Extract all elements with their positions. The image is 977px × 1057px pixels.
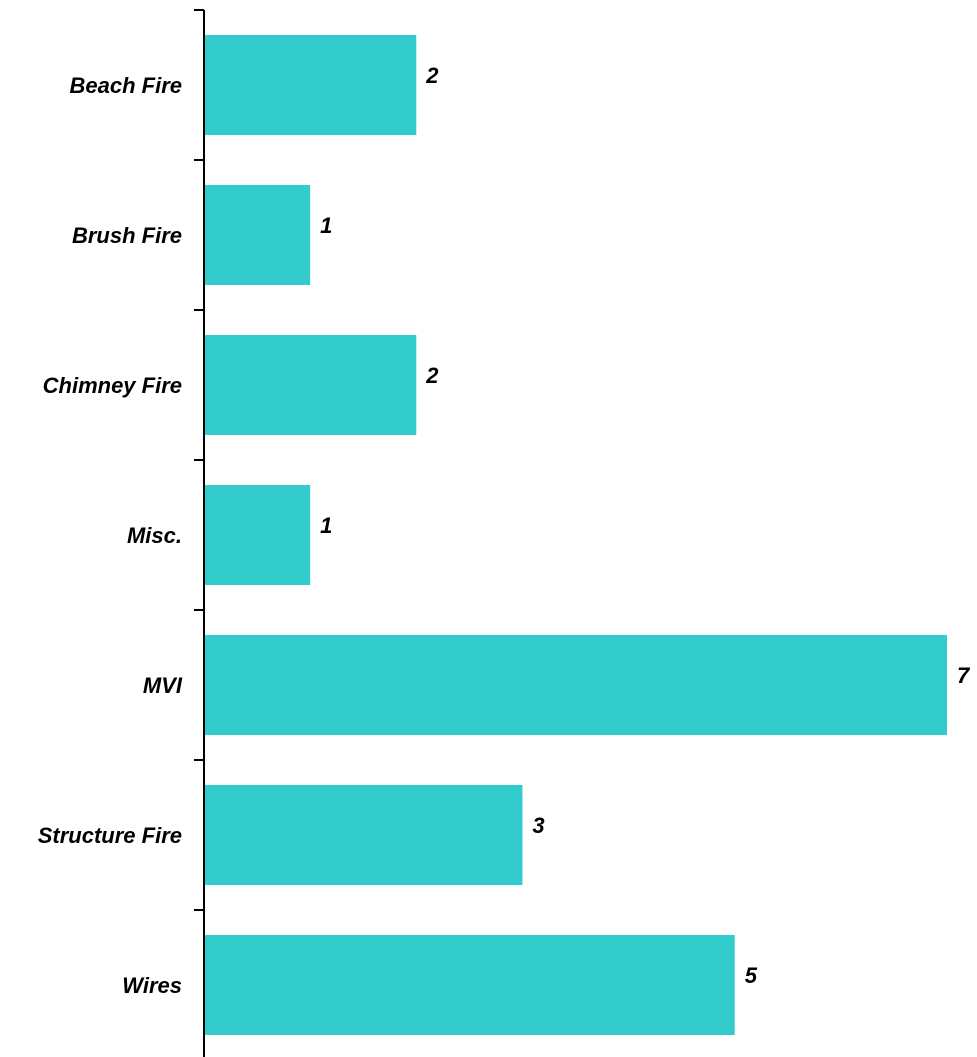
category-labels-group: Beach Fire Brush Fire Chimney Fire Misc. MVI… [38,73,183,998]
category-label: Chimney Fire [43,373,182,398]
data-label: 2 [425,63,439,88]
category-label: Wires [122,973,182,998]
bar [205,185,311,285]
category-label: MVI [143,673,183,698]
category-label: Structure Fire [38,823,182,848]
value-labels-group: 2 1 2 1 7 3 5 [320,63,971,988]
category-label: Misc. [127,523,182,548]
bar [205,785,523,885]
data-label: 2 [425,363,439,388]
axis-ticks-group [194,9,204,911]
category-label: Brush Fire [72,223,182,248]
data-label: 1 [320,513,332,538]
data-label: 5 [745,963,758,988]
bar [205,485,311,585]
data-label: 3 [532,813,544,838]
bar [205,35,417,135]
bars-group [205,35,947,1035]
bar [205,935,735,1035]
data-label: 1 [320,213,332,238]
category-label: Beach Fire [70,73,183,98]
bar [205,635,947,735]
data-label: 7 [957,663,971,688]
bar [205,335,417,435]
